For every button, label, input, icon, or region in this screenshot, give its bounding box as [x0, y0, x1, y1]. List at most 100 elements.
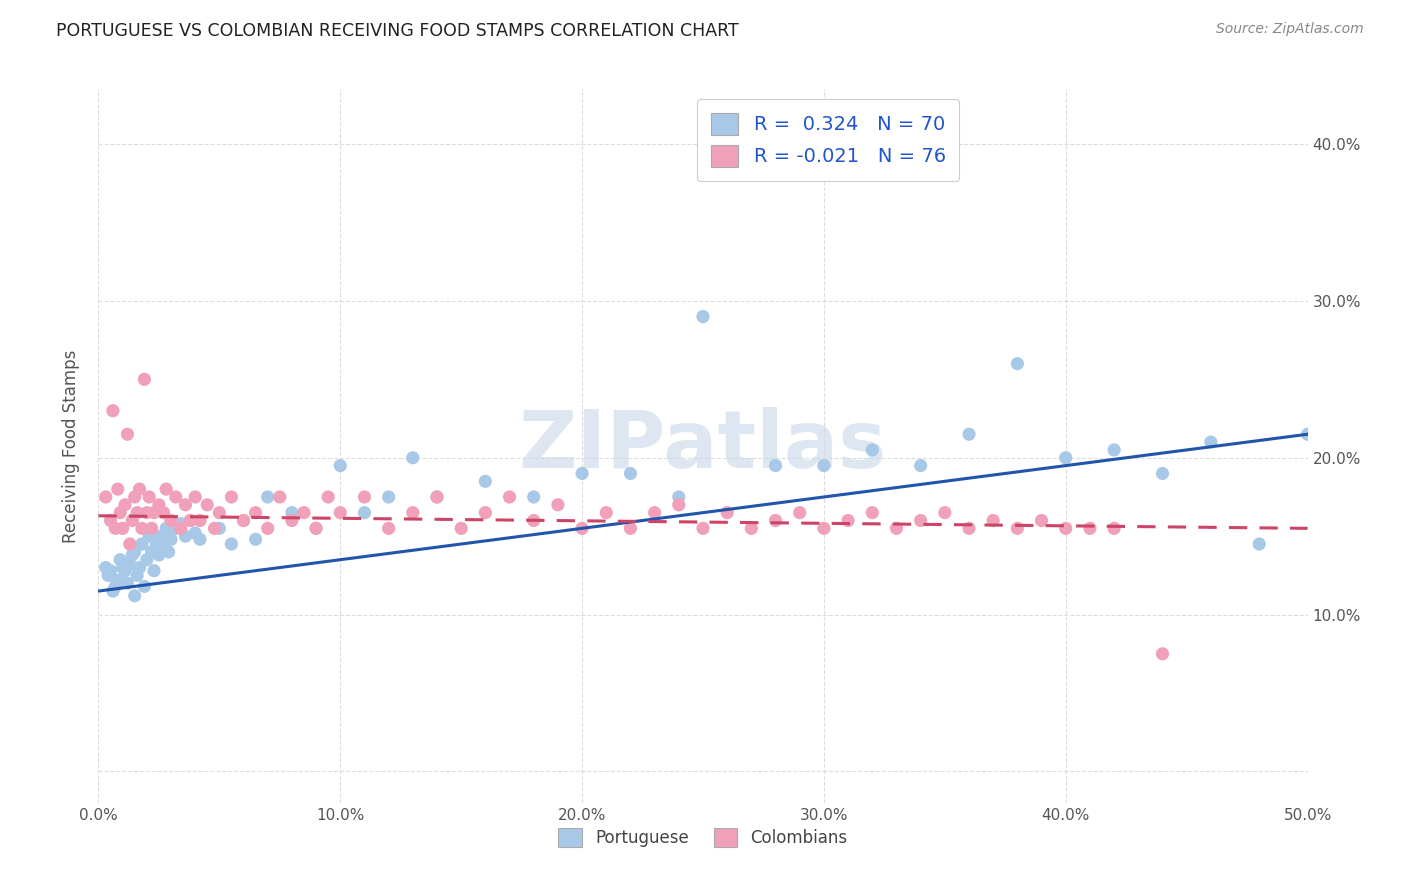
Point — [281, 514, 304, 528]
Point — [957, 521, 980, 535]
Point — [134, 579, 156, 593]
Point — [128, 482, 150, 496]
Point — [148, 498, 170, 512]
Point — [765, 458, 787, 473]
Point — [1007, 357, 1029, 371]
Point — [860, 506, 883, 520]
Point — [789, 506, 811, 520]
Point — [595, 506, 617, 520]
Point — [107, 573, 129, 587]
Point — [474, 475, 496, 489]
Point — [155, 482, 177, 496]
Point — [117, 427, 139, 442]
Point — [143, 506, 166, 520]
Point — [124, 589, 146, 603]
Point — [143, 564, 166, 578]
Point — [523, 490, 546, 504]
Point — [245, 506, 267, 520]
Point — [232, 514, 254, 528]
Point — [644, 506, 666, 520]
Point — [174, 498, 197, 512]
Point — [135, 552, 157, 566]
Point — [474, 506, 496, 520]
Point — [619, 521, 641, 535]
Point — [692, 521, 714, 535]
Point — [141, 521, 163, 535]
Point — [104, 579, 127, 593]
Point — [148, 548, 170, 562]
Point — [232, 514, 254, 528]
Point — [837, 514, 859, 528]
Point — [101, 403, 124, 417]
Point — [155, 521, 177, 535]
Point — [1102, 521, 1125, 535]
Point — [1054, 450, 1077, 465]
Point — [118, 537, 141, 551]
Point — [114, 498, 136, 512]
Point — [97, 568, 120, 582]
Point — [157, 545, 180, 559]
Point — [1152, 467, 1174, 481]
Point — [108, 552, 131, 566]
Point — [316, 490, 339, 504]
Point — [353, 490, 375, 504]
Point — [208, 521, 231, 535]
Point — [353, 506, 375, 520]
Point — [138, 490, 160, 504]
Point — [131, 537, 153, 551]
Point — [256, 521, 278, 535]
Point — [377, 490, 399, 504]
Point — [668, 498, 690, 512]
Point — [134, 372, 156, 386]
Point — [957, 427, 980, 442]
Point — [221, 490, 243, 504]
Point — [281, 506, 304, 520]
Point — [152, 541, 174, 556]
Point — [160, 514, 183, 528]
Point — [860, 442, 883, 457]
Point — [1199, 435, 1222, 450]
Text: ZIPatlas: ZIPatlas — [519, 407, 887, 485]
Point — [179, 514, 201, 528]
Point — [910, 458, 932, 473]
Point — [135, 506, 157, 520]
Point — [128, 560, 150, 574]
Point — [740, 521, 762, 535]
Text: PORTUGUESE VS COLOMBIAN RECEIVING FOOD STAMPS CORRELATION CHART: PORTUGUESE VS COLOMBIAN RECEIVING FOOD S… — [56, 22, 740, 40]
Point — [169, 521, 191, 535]
Point — [150, 529, 173, 543]
Point — [165, 490, 187, 504]
Point — [765, 514, 787, 528]
Point — [169, 516, 191, 531]
Point — [118, 558, 141, 572]
Point — [402, 450, 425, 465]
Point — [571, 521, 593, 535]
Point — [1249, 537, 1271, 551]
Point — [94, 560, 117, 574]
Y-axis label: Receiving Food Stamps: Receiving Food Stamps — [62, 350, 80, 542]
Point — [117, 576, 139, 591]
Point — [886, 521, 908, 535]
Point — [100, 514, 122, 528]
Point — [124, 545, 146, 559]
Point — [716, 506, 738, 520]
Point — [131, 521, 153, 535]
Point — [124, 490, 146, 504]
Legend: Portuguese, Colombians: Portuguese, Colombians — [550, 819, 856, 855]
Point — [208, 506, 231, 520]
Text: Source: ZipAtlas.com: Source: ZipAtlas.com — [1216, 22, 1364, 37]
Point — [160, 533, 183, 547]
Point — [111, 560, 134, 574]
Point — [165, 521, 187, 535]
Point — [1031, 514, 1053, 528]
Point — [179, 514, 201, 528]
Point — [619, 467, 641, 481]
Point — [1054, 521, 1077, 535]
Point — [450, 521, 472, 535]
Point — [108, 506, 131, 520]
Point — [813, 521, 835, 535]
Point — [305, 521, 328, 535]
Point — [426, 490, 449, 504]
Point — [188, 533, 211, 547]
Point — [94, 490, 117, 504]
